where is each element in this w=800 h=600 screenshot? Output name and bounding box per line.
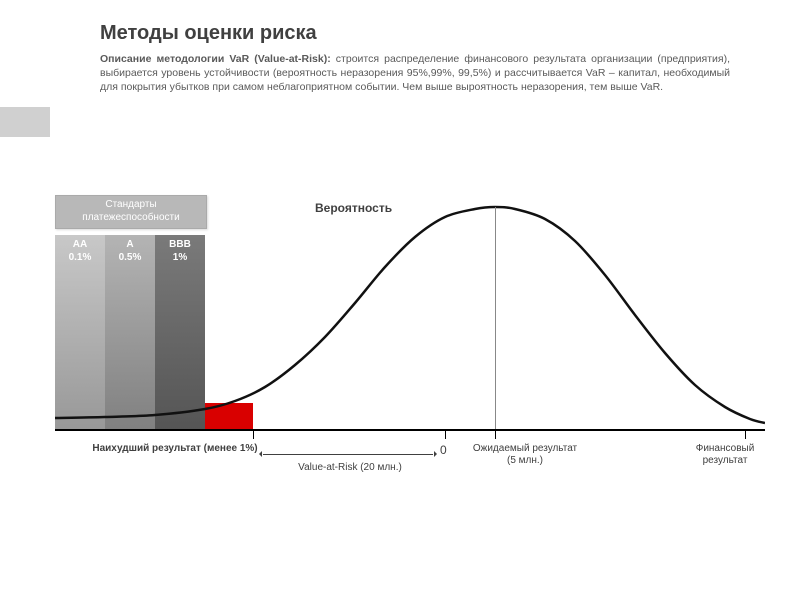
- zero-label: 0: [440, 443, 447, 457]
- side-decor-block: [0, 107, 50, 137]
- financial-result-label: Финансовый результат: [680, 443, 770, 467]
- axis-tick: [745, 431, 746, 439]
- y-axis-label: Вероятность: [315, 201, 425, 215]
- page-title: Методы оценки риска: [100, 22, 317, 45]
- axis-tick: [445, 431, 446, 439]
- var-double-arrow: [263, 454, 433, 455]
- var-chart: Стандарты платежеспособности AA 0.1% A 0…: [55, 195, 765, 435]
- x-axis: [55, 429, 765, 431]
- bell-curve-svg: [55, 195, 765, 435]
- expected-result-label: Ожидаемый результат (5 млн.): [470, 443, 580, 467]
- axis-tick: [495, 431, 496, 439]
- description-text: Описание методологии VaR (Value-at-Risk)…: [100, 52, 730, 95]
- mean-vertical-line: [495, 207, 496, 429]
- var-label: Value-at-Risk (20 млн.): [280, 462, 420, 474]
- description-bold: Описание методологии VaR (Value-at-Risk)…: [100, 53, 331, 65]
- axis-tick: [253, 431, 254, 439]
- worst-result-label: Наихудший результат (менее 1%): [90, 443, 260, 455]
